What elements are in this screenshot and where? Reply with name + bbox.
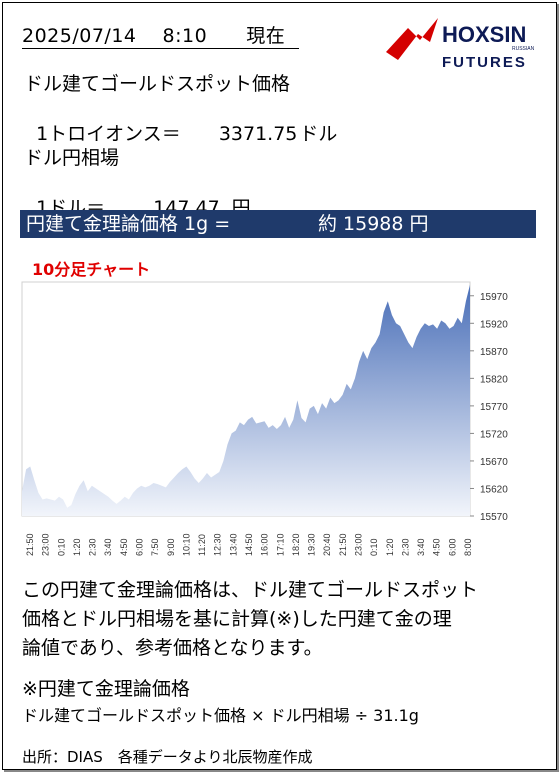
x-tick-label: 3:40	[103, 538, 113, 556]
chart-title: 10分足チャート	[32, 260, 151, 279]
y-tick-label: 15720	[480, 429, 508, 440]
x-tick-label: 7:50	[150, 538, 160, 556]
banner-label: 円建て金理論価格 1g =	[26, 213, 231, 235]
chart-plot-area	[21, 281, 471, 517]
x-tick-label: 14:50	[244, 533, 254, 556]
x-tick-label: 21:50	[338, 533, 348, 556]
x-tick-label: 13:40	[228, 533, 238, 556]
gold-price-value: 3371.75	[218, 123, 298, 145]
gold-price-row: 1トロイオンス＝ 3371.75 ドル	[24, 98, 337, 146]
x-tick-label: 0:10	[56, 538, 66, 556]
x-tick-label: 1:20	[72, 538, 82, 556]
y-tick-label: 15970	[480, 292, 508, 303]
chart-x-axis: 21:50 23:00 0:10 1:20 2:30 3:40 4:50 6:00 7:50 9:…	[25, 533, 473, 556]
y-tick-label: 15770	[480, 402, 508, 413]
hoxsin-logo: HOXSIN RUSSIAN FUTURES	[386, 18, 535, 71]
x-tick-label: 6:00	[135, 538, 145, 556]
formula-title: ※円建て金理論価格	[22, 678, 190, 700]
logo-brand: HOXSIN	[442, 22, 526, 47]
x-tick-label: 10:10	[181, 533, 191, 556]
x-tick-label: 4:50	[432, 538, 442, 556]
price-area-series	[22, 284, 470, 516]
formula-text: ドル建てゴールドスポット価格 × ドル円相場 ÷ 31.1g	[22, 706, 419, 725]
x-tick-label: 18:20	[291, 533, 301, 556]
chart-y-axis: 15570 15620 15670 15720 15770 15820 15870 15920…	[470, 292, 508, 523]
x-tick-label: 0:10	[369, 538, 379, 556]
x-tick-label: 23:00	[41, 533, 51, 556]
logo-emblem-icon	[386, 18, 438, 60]
x-tick-label: 3:40	[416, 538, 426, 556]
x-tick-label: 2:30	[88, 538, 98, 556]
price-chart: 15570 15620 15670 15720 15770 15820 15870 15920…	[21, 281, 508, 556]
y-tick-label: 15920	[480, 319, 508, 330]
y-tick-label: 15620	[480, 484, 508, 495]
gold-title: ドル建てゴールドスポット価格	[24, 73, 291, 95]
gold-unit-label: 1トロイオンス＝	[36, 123, 181, 145]
x-tick-label: 17:10	[275, 533, 285, 556]
description-line-3: 論値であり、参考価格となります。	[22, 637, 323, 659]
y-tick-label: 15570	[480, 512, 508, 523]
description-line-1: この円建て金理論価格は、ドル建てゴールドスポット	[22, 579, 479, 601]
x-tick-label: 1:20	[385, 538, 395, 556]
y-tick-label: 15820	[480, 374, 508, 385]
fx-title: ドル円相場	[24, 147, 120, 169]
x-tick-label: 8:00	[463, 538, 473, 556]
x-tick-label: 23:00	[354, 533, 364, 556]
x-tick-label: 12:30	[213, 533, 223, 556]
logo-sub: FUTURES	[442, 54, 527, 71]
x-tick-label: 20:40	[322, 533, 332, 556]
description-line-2: 価格とドル円相場を基に計算(※)した円建て金の理	[22, 608, 452, 630]
x-tick-label: 2:30	[400, 538, 410, 556]
datetime-label: 2025/07/14 8:10 現在	[22, 24, 300, 49]
x-tick-label: 19:30	[307, 533, 317, 556]
gold-currency: ドル	[299, 123, 338, 145]
source-note: 出所：DIAS 各種データより北辰物産作成	[22, 748, 313, 766]
x-tick-label: 21:50	[25, 533, 35, 556]
logo-small: RUSSIAN	[512, 46, 535, 52]
x-tick-label: 4:50	[119, 538, 129, 556]
gold-yen-price-banner: 円建て金理論価格 1g = 約 15988 円	[20, 210, 536, 238]
x-tick-label: 9:00	[166, 538, 176, 556]
banner-price: 約 15988 円	[318, 213, 429, 235]
y-tick-label: 15670	[480, 457, 508, 468]
x-tick-label: 16:00	[260, 533, 270, 556]
y-tick-label: 15870	[480, 347, 508, 358]
x-tick-label: 6:00	[447, 538, 457, 556]
x-tick-label: 11:20	[197, 534, 207, 556]
